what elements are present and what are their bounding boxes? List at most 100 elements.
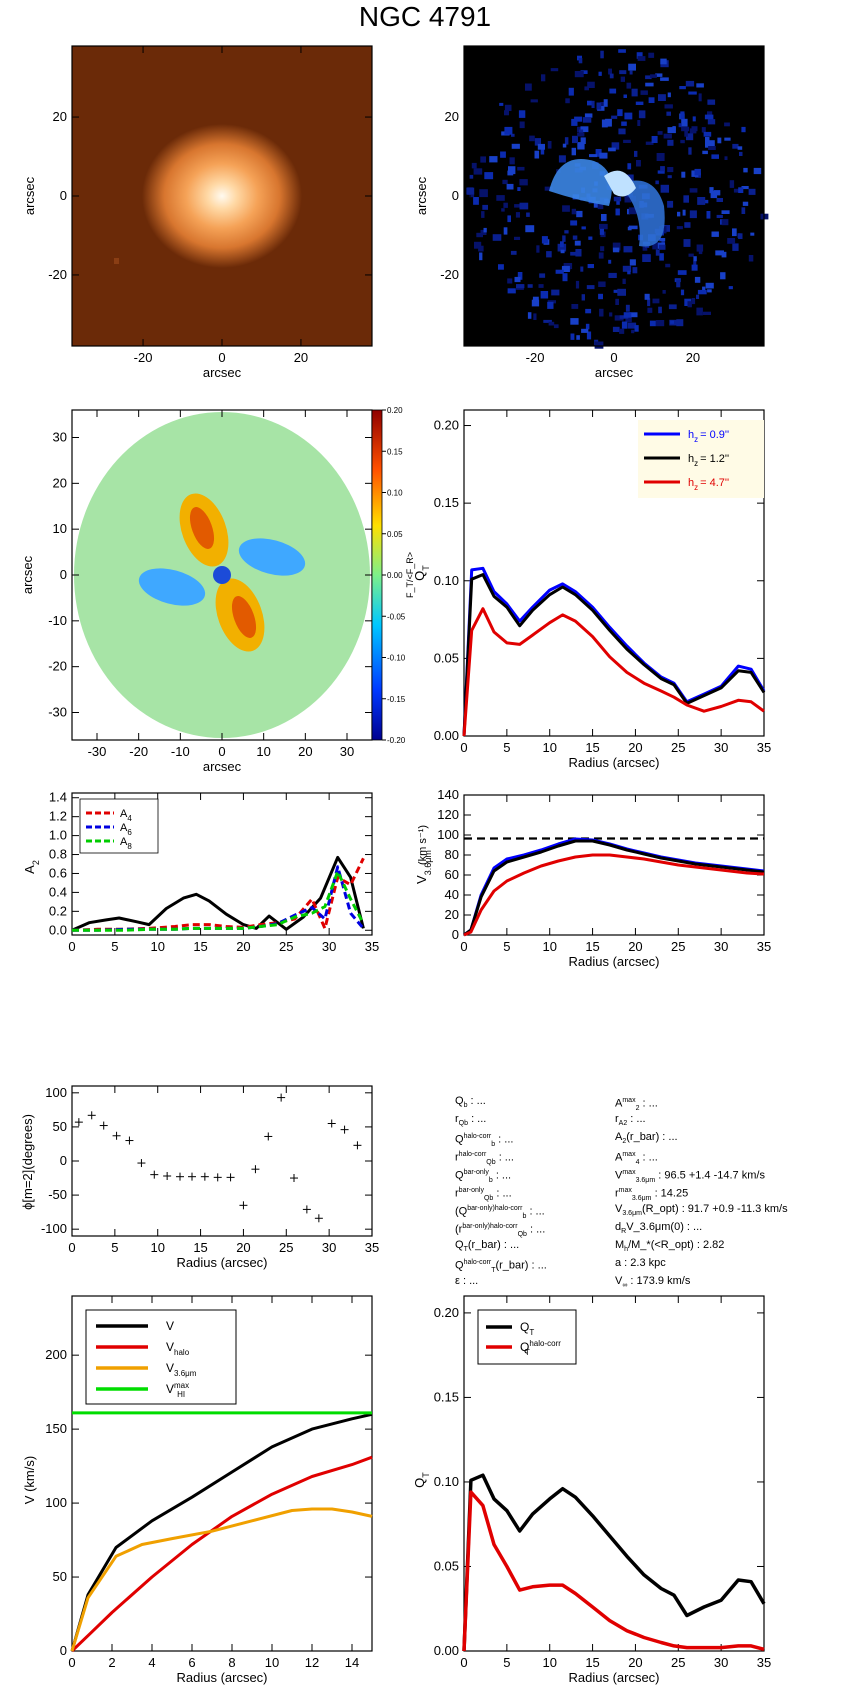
noise-pixel [543,319,552,323]
noise-pixel [741,186,749,190]
noise-pixel [710,190,718,199]
noise-pixel [617,288,626,296]
noise-pixel [599,152,608,159]
noise-pixel [652,298,660,304]
noise-pixel [623,94,627,98]
legend-label: A8 [120,836,132,851]
noise-pixel [743,167,748,173]
noise-pixel [571,304,579,309]
noise-pixel [656,153,665,161]
noise-pixel [689,210,697,219]
noise-pixel [625,316,632,323]
noise-pixel [581,294,585,301]
noise-pixel [586,331,592,340]
x-tick-label: -20 [134,350,153,365]
noise-pixel [635,101,644,105]
y-axis-label: ϕ[m=2](degrees) [20,1114,35,1210]
noise-pixel [541,74,546,82]
axes: -20 0 20 -20 0 20 [440,46,764,365]
noise-pixel [624,112,633,120]
x-tick-label: 25 [279,939,293,954]
noise-pixel [660,58,667,65]
noise-pixel [684,129,688,137]
noise-pixel [628,63,636,71]
x-tick-label: 0 [460,1655,467,1670]
figure-title: NGC 4791 [358,1,492,32]
noise-pixel [540,291,549,299]
noise-pixel [613,289,619,293]
phase-point [314,1214,323,1223]
series-line [463,837,765,937]
noise-pixel [511,133,515,137]
parameter-row: ε : ... [455,1275,479,1287]
x-tick-label: 35 [365,1240,379,1255]
noise-pixel [517,166,525,171]
noise-pixel [601,214,607,222]
noise-pixel [697,197,706,205]
x-axis-label: Radius (arcsec) [568,1670,659,1685]
legend-label: QT [520,1320,534,1337]
x-tick-label: 5 [503,740,510,755]
noise-pixel [697,289,707,295]
y-axis-label: arcsec [22,176,37,215]
noise-pixel [711,154,719,159]
y-tick-label: 100 [45,1085,67,1100]
colorbar-tick-label: 0.05 [387,530,403,539]
noise-pixel [702,199,709,204]
noise-pixel [544,186,553,191]
force-features [138,493,306,652]
x-tick-label: 30 [322,1240,336,1255]
noise-pixel [603,99,608,107]
noise-pixel [748,255,754,262]
noise-pixel [498,264,504,270]
noise-pixel [655,320,665,327]
noise-pixel [702,150,708,155]
noise-pixel [750,232,755,236]
noise-pixel [629,259,636,266]
noise-pixel [708,140,715,148]
x-axis-label: Radius (arcsec) [568,755,659,770]
background-source [114,258,119,264]
phase-point [239,1201,248,1210]
parameter-row: rQb : ... [455,1113,487,1128]
noise-pixel [560,241,564,248]
colorbar-tick-label: 0.10 [387,489,403,498]
x-tick-label: 0 [218,744,225,759]
noise-pixel [510,250,517,255]
series-line [72,870,365,932]
noise-pixel [707,289,712,293]
y-tick-label: -100 [41,1221,67,1236]
parameter-row: Amax2 : ... [615,1097,658,1112]
noise-pixel [737,233,741,238]
noise-pixel [676,279,681,288]
noise-pixel [627,270,631,275]
noise-pixel [484,172,494,180]
noise-pixel [655,180,659,185]
noise-pixel [676,319,684,327]
noise-pixel [683,239,691,247]
noise-pixel [469,192,475,198]
noise-pixel [587,264,594,269]
noise-pixel [577,132,585,137]
y-axis-label: arcsec [20,555,35,594]
noise-pixel [496,195,505,201]
noise-pixel [694,168,701,176]
x-tick-label: 15 [585,740,599,755]
noise-pixel [481,211,485,218]
noise-pixel [611,115,618,119]
phase-point [150,1170,159,1179]
x-tick-label: 2 [108,1655,115,1670]
noise-pixel [721,210,730,214]
parameter-row: rhalo-corrQb : ... [455,1151,514,1166]
noise-pixel [578,58,583,64]
y-tick-label: 0 [60,1153,67,1168]
negative-lobe-left [138,568,206,606]
x-tick-label: 10 [542,939,556,954]
y-tick-label: -50 [48,1187,67,1202]
noise-pixel [580,126,589,133]
x-tick-label: 25 [279,1240,293,1255]
noise-pixel [574,116,583,122]
axes: -20 0 20 -20 0 20 [48,46,372,365]
noise-pixel [650,74,657,78]
y-tick-label: -20 [48,267,67,282]
